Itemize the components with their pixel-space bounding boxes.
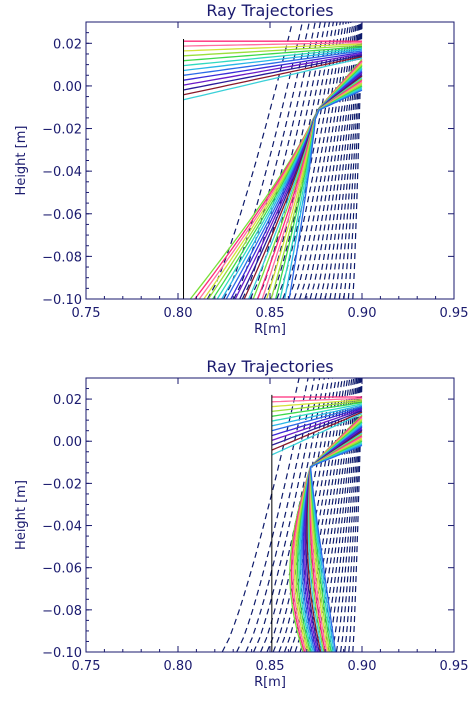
flux-surface-line [340, 378, 362, 652]
flux-surface-line [223, 22, 303, 299]
ray-trajectory [271, 404, 363, 427]
x-tick-label: 0.85 [256, 306, 285, 321]
ray-trajectory [183, 55, 363, 96]
x-tick-label: 0.85 [256, 659, 285, 674]
flux-surface-line [318, 378, 356, 652]
flux-surface-line [236, 378, 309, 652]
plot-area [221, 378, 363, 652]
flux-surface-line [299, 22, 350, 299]
ray-trajectory [271, 407, 363, 437]
ray-trajectory [183, 44, 363, 57]
ray-trajectory [183, 54, 363, 91]
y-tick-label: −0.04 [42, 165, 82, 180]
ray-trajectory [183, 46, 363, 62]
y-axis-label: Height [m] [14, 126, 29, 196]
flux-surface-line [313, 378, 355, 652]
flux-surface-line [304, 378, 351, 652]
x-tick-label: 0.75 [72, 659, 101, 674]
y-tick-label: 0.02 [53, 37, 82, 52]
x-tick-label: 0.95 [440, 659, 469, 674]
flux-surface-line [293, 22, 347, 299]
y-tick-label: −0.08 [42, 250, 82, 265]
chart-title: Ray Trajectories [206, 1, 333, 20]
ray-trajectory [271, 397, 363, 403]
flux-surface-line [245, 378, 315, 652]
ray-trajectory [271, 399, 363, 408]
y-axis-label: Height [m] [14, 480, 29, 550]
y-tick-label: −0.02 [42, 123, 82, 138]
flux-surface-line [348, 378, 363, 652]
x-tick-label: 0.80 [164, 306, 193, 321]
flux-surface-line [324, 22, 359, 299]
ray-trajectory [271, 406, 363, 432]
x-tick-label: 0.90 [348, 659, 377, 674]
ray-trajectory [271, 410, 363, 446]
flux-surface-line [322, 378, 358, 652]
flux-surface-line [221, 378, 300, 652]
x-tick-label: 0.80 [164, 659, 193, 674]
ray-trajectory [271, 413, 363, 456]
x-tick-label: 0.90 [348, 306, 377, 321]
ray-trajectory [309, 444, 363, 652]
chart-title: Ray Trajectories [206, 357, 333, 376]
chart-panel-bottom: 0.75 0.80 0.85 0.90 0.95 0.02 0.00 −0.02 −0.04 −0… [14, 357, 468, 690]
flux-surface-line [352, 378, 363, 652]
y-tick-label: 0.02 [53, 393, 82, 408]
y-tick-label: −0.08 [42, 604, 82, 619]
y-tick-label: 0.00 [53, 435, 82, 450]
ray-trajectory [183, 43, 363, 52]
flux-surface-line [276, 22, 338, 299]
flux-surface-line [319, 22, 357, 299]
plot-area [183, 22, 363, 299]
ray-trajectory [183, 41, 363, 47]
ray-trajectory [271, 408, 363, 442]
chart-panel-top: 0.75 0.80 0.85 0.90 0.95 0.02 0.00 −0.02 −0.04 −0… [14, 1, 468, 337]
flux-surface-line [314, 22, 356, 299]
flux-surface-line [282, 22, 341, 299]
y-tick-label: −0.10 [42, 646, 82, 661]
ray-trajectory [271, 411, 363, 451]
x-axis-label: R[m] [254, 322, 286, 337]
x-axis-label: R[m] [254, 675, 286, 690]
ray-trajectory [183, 48, 363, 72]
flux-surface-line [344, 378, 362, 652]
ray-trajectory [271, 400, 363, 413]
flux-surface-line [288, 22, 344, 299]
flux-surface-line [233, 22, 310, 299]
ray-trajectory [271, 401, 363, 417]
ray-trajectory [183, 53, 363, 86]
flux-surface-line [294, 378, 346, 652]
x-tick-label: 0.75 [72, 306, 101, 321]
y-tick-label: −0.02 [42, 477, 82, 492]
y-tick-label: −0.04 [42, 520, 82, 535]
plot-frame [85, 377, 455, 653]
flux-surface-line [241, 22, 316, 299]
ray-trajectory [271, 403, 363, 422]
y-tick-label: −0.06 [42, 208, 82, 223]
flux-surface-line [304, 22, 352, 299]
ray-trajectory [183, 57, 363, 101]
ray-trajectory [183, 47, 363, 67]
y-tick-label: −0.06 [42, 562, 82, 577]
y-tick-label: 0.00 [53, 80, 82, 95]
ray-trajectory [288, 89, 363, 299]
flux-surface-line [309, 378, 353, 652]
flux-surface-line [309, 22, 354, 299]
ray-trajectory [183, 51, 363, 81]
ray-trajectory [183, 50, 363, 76]
x-tick-label: 0.95 [440, 306, 469, 321]
y-tick-label: −0.10 [42, 293, 82, 308]
